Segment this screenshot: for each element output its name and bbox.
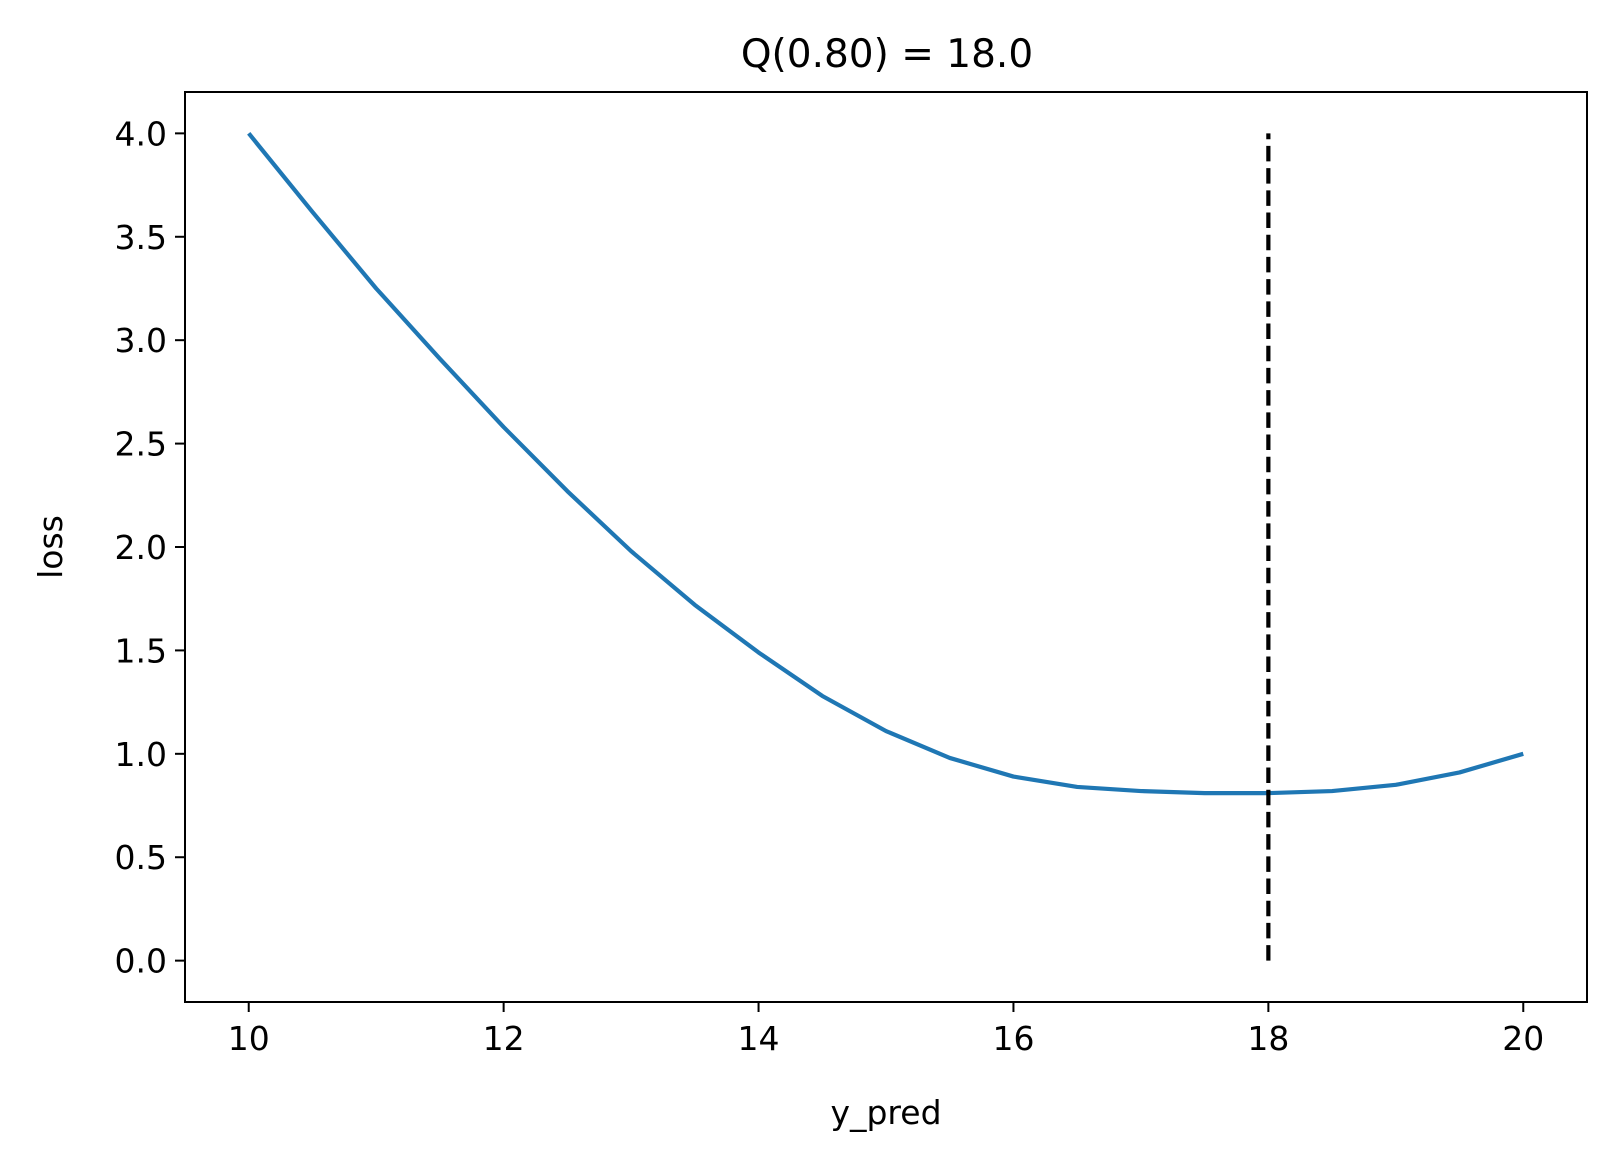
y-axis: 0.0 0.5 1.0 1.5 2.0 2.5 3.0 3.5 4.0 [115,114,185,981]
plot-area [247,132,1524,961]
x-tick-label: 16 [992,1019,1034,1058]
x-axis-label: y_pred [830,1093,941,1132]
axes-frame [184,91,1588,1003]
chart-title: Q(0.80) = 18.0 [741,32,1033,77]
x-tick-label: 10 [228,1019,270,1058]
x-tick-label: 14 [738,1019,780,1058]
y-tick-label: 2.0 [115,528,167,567]
y-tick-label: 3.0 [115,321,167,360]
y-tick-label: 0.0 [115,942,167,981]
y-tick-label: 1.5 [115,631,167,670]
y-tick-label: 2.5 [115,425,167,464]
x-tick-label: 20 [1502,1019,1544,1058]
x-tick-label: 12 [483,1019,525,1058]
y-tick-label: 3.5 [115,218,167,257]
y-axis-label: loss [31,515,70,579]
y-tick-label: 0.5 [115,838,167,877]
x-tick-label: 18 [1247,1019,1289,1058]
series-line-0 [247,132,1524,796]
y-tick-label: 4.0 [115,114,167,153]
x-axis: 10 12 14 16 18 20 [228,1002,1544,1058]
y-tick-label: 1.0 [115,735,167,774]
